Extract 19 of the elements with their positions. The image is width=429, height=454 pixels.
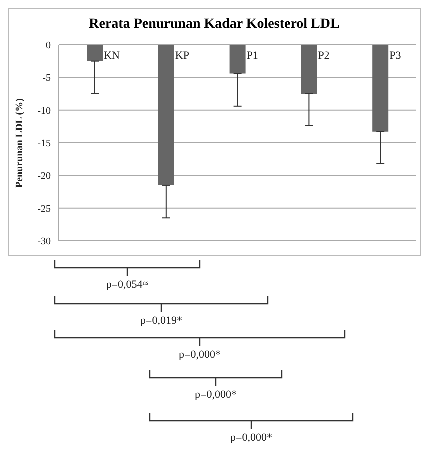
x-tick-label: P2 <box>318 50 330 62</box>
y-tick-label: -5 <box>42 73 51 84</box>
x-tick-label: KP <box>175 50 190 62</box>
x-tick-label: KN <box>104 50 120 62</box>
y-tick-label: -25 <box>38 204 51 215</box>
text: p=0,000* <box>195 389 237 401</box>
y-tick-label: 0 <box>46 40 51 52</box>
x-tick-label: P3 <box>390 50 402 62</box>
text: p=0,000* <box>230 432 272 444</box>
text: p=0,000* <box>179 349 221 361</box>
y-axis-title: Penurunan LDL (%) <box>14 98 26 188</box>
text: p=0,054$^{ns}$ <box>106 279 150 291</box>
text: p=0,019* <box>140 315 182 327</box>
y-tick-label: -15 <box>38 138 51 150</box>
chart-title: Rerata Penurunan Kadar Kolesterol LDL <box>88 17 341 34</box>
y-tick-label: -10 <box>38 106 51 117</box>
y-tick-label: -20 <box>38 171 51 182</box>
y-tick-label: -30 <box>38 236 51 248</box>
x-tick-label: P1 <box>246 50 258 62</box>
